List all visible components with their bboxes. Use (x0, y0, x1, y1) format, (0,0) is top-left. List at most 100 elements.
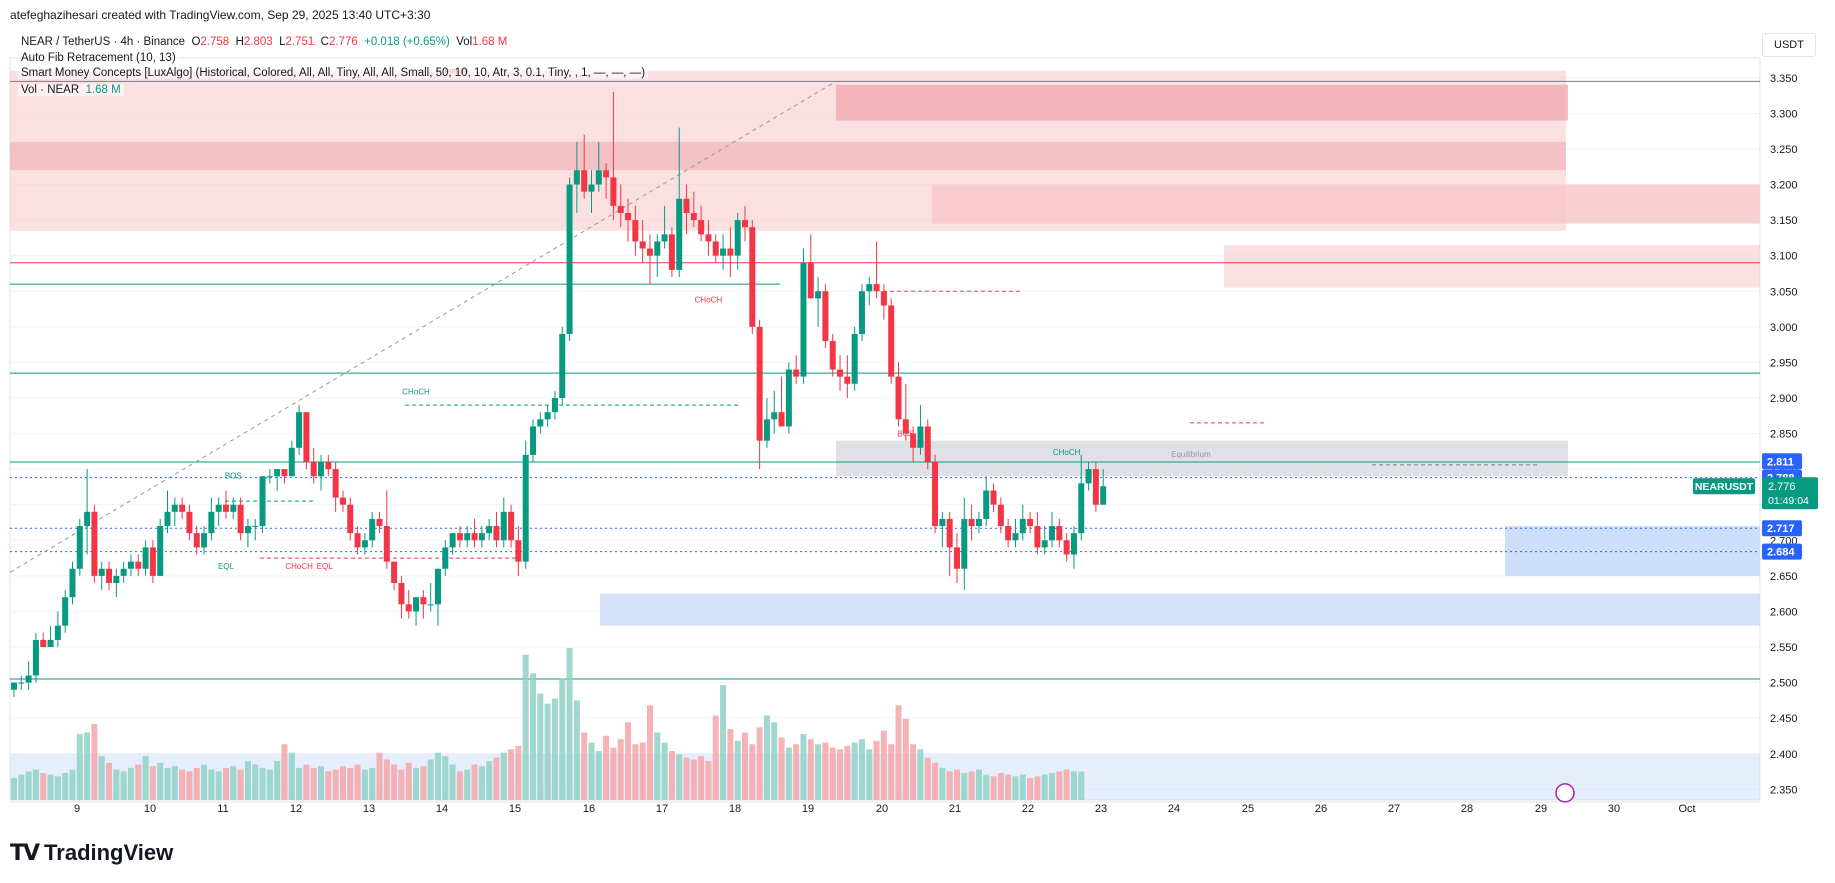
candle-body (544, 412, 551, 420)
volume-bar (895, 705, 902, 800)
y-tick-label: 3.050 (1770, 286, 1798, 298)
candle-body (646, 248, 653, 256)
volume-bar (566, 647, 573, 800)
indicator-fib[interactable]: Auto Fib Retracement (10, 13) (18, 52, 179, 64)
volume-bar (434, 752, 441, 800)
indicator-volume[interactable]: Vol · NEAR 1.68 M (18, 84, 124, 96)
volume-bar (62, 772, 69, 800)
candle-body (888, 305, 895, 377)
candle-body (851, 333, 858, 384)
candle-body (705, 234, 712, 242)
candle-body (215, 504, 222, 512)
volume-bar (910, 744, 917, 800)
volume-bar (11, 778, 17, 800)
volume-bar (230, 766, 237, 800)
vol-label: Vol (456, 36, 473, 48)
candle-body (149, 547, 156, 576)
candle-body (1078, 483, 1085, 534)
volume-bar (902, 718, 909, 800)
volume-bar (771, 722, 778, 800)
chart-attribution: atefeghazihesari created with TradingVie… (10, 8, 431, 22)
indicator-smc[interactable]: Smart Money Concepts [LuxAlgo] (Historic… (18, 67, 649, 79)
volume-bar (1070, 771, 1077, 800)
candle-body (420, 597, 427, 605)
candle-body (347, 504, 354, 534)
symbol-title[interactable]: NEAR / TetherUS · 4h · Binance (21, 36, 186, 48)
candle-body (193, 533, 200, 548)
volume-bar (544, 703, 551, 800)
price-level-value: 2.684 (1767, 547, 1795, 559)
volume-bar (610, 747, 617, 800)
supply-block-1 (836, 84, 1568, 121)
candle-body (281, 469, 288, 477)
volume-bar (18, 774, 25, 800)
volume-bar (807, 739, 814, 800)
candle-body (822, 291, 829, 342)
candle-body (617, 205, 624, 213)
candle-body (610, 177, 617, 206)
candle-body (244, 526, 251, 534)
volume-bar (442, 756, 449, 800)
candle-body (756, 326, 763, 441)
volume-bar (91, 723, 98, 800)
candle-body (259, 476, 266, 527)
tradingview-brand[interactable]: TV TradingView (10, 840, 173, 866)
volume-bar (405, 762, 412, 800)
currency-selector[interactable]: USDT (1762, 33, 1816, 57)
candle-body (829, 341, 836, 370)
candle-body (932, 462, 939, 527)
smc-annotation: BOS (225, 471, 242, 480)
candle-body (1070, 533, 1077, 555)
x-tick-label: 20 (876, 803, 888, 815)
price-level-value: 2.717 (1767, 523, 1795, 535)
candle-body (1049, 526, 1056, 541)
volume-bar (32, 769, 39, 800)
candle-body (361, 540, 368, 548)
volume-bar (449, 764, 456, 800)
candle-body (296, 412, 303, 448)
volume-bar (142, 756, 149, 800)
volume-bar (1019, 774, 1026, 800)
candle-body (1019, 518, 1026, 534)
x-tick-label: 22 (1022, 803, 1034, 815)
candle-body (32, 639, 39, 676)
volume-bar (858, 739, 865, 800)
candle-body (318, 462, 325, 477)
x-tick-label: 30 (1608, 803, 1620, 815)
volume-bar (471, 764, 478, 800)
candle-body (164, 511, 171, 527)
volume-bar (391, 764, 398, 800)
smc-annotation: EQL (317, 562, 334, 571)
candle-body (734, 220, 741, 256)
candle-body (230, 504, 237, 512)
x-tick-label: 21 (949, 803, 961, 815)
volume-bar (318, 766, 325, 800)
candle-body (54, 625, 61, 640)
price-level-tag (1762, 520, 1802, 537)
indicator-smc-label: Smart Money Concepts [LuxAlgo] (Historic… (18, 67, 649, 79)
candle-body (778, 412, 785, 427)
y-tick-label: 3.250 (1770, 144, 1798, 156)
volume-bar (866, 749, 873, 800)
candle-body (266, 476, 273, 478)
candle-body (785, 369, 792, 427)
volume-bar (880, 730, 887, 800)
price-level-tag (1762, 543, 1802, 560)
smc-annotation: EQL (218, 562, 235, 571)
volume-bar (508, 749, 515, 800)
indicator-fib-label: Auto Fib Retracement (10, 13) (18, 52, 179, 64)
volume-bar (720, 685, 727, 800)
volume-bar (237, 769, 244, 800)
x-tick-label: 12 (290, 803, 302, 815)
volume-bar (84, 732, 91, 800)
y-tick-label: 3.000 (1770, 322, 1798, 334)
candle-body (522, 454, 529, 562)
candle-body (844, 376, 851, 384)
volume-bar (793, 744, 800, 800)
candle-body (303, 412, 310, 463)
candle-body (800, 262, 807, 377)
volume-bar (354, 764, 361, 800)
volume-bar (990, 776, 997, 800)
volume-bar (164, 767, 171, 800)
